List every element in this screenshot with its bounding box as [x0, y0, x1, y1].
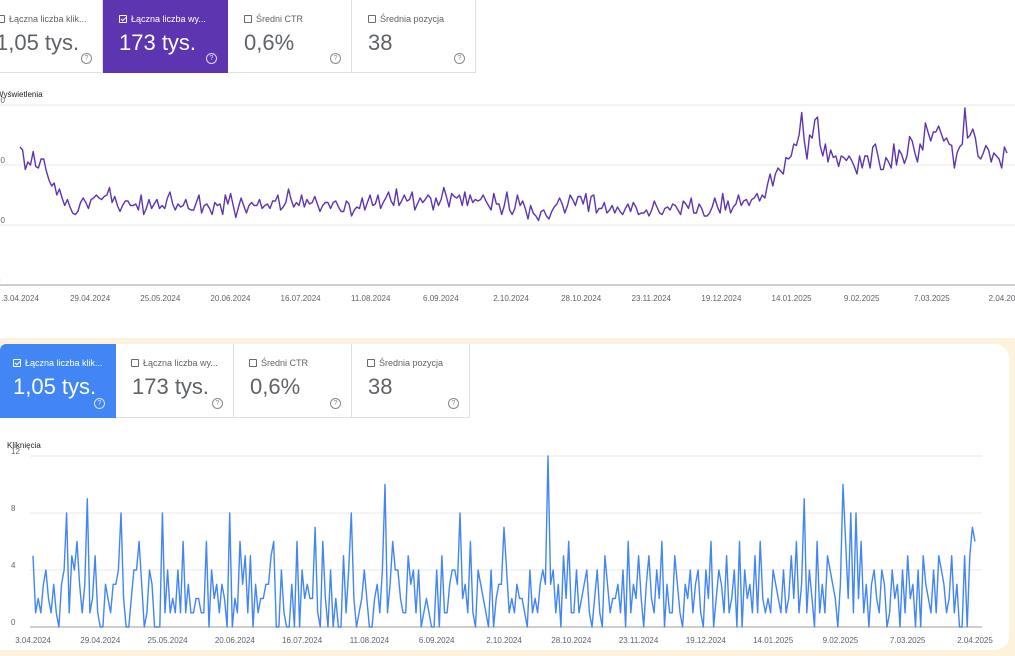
impressions-chart: Wyświetlenia0000000.3.04.202429.04.20242… — [0, 90, 1015, 303]
card-label: Łączna liczba klik... — [25, 358, 103, 368]
card-value: 173 tys. — [119, 30, 197, 55]
y-axis-label: Kliknięcia — [7, 441, 41, 450]
y-tick-label: 00 — [0, 156, 5, 165]
card-label: Średnia pozycja — [380, 14, 445, 24]
y-tick-label: 4 — [11, 561, 16, 570]
card-impressions-top[interactable]: Łączna liczba wy... 173 tys. ? — [103, 0, 228, 73]
x-tick-label: 6.09.2024 — [419, 636, 455, 645]
x-tick-label: 28.10.2024 — [561, 294, 602, 303]
x-tick-label: 25.05.2024 — [140, 294, 181, 303]
clicks-panel: Łączna liczba klik... 1,05 tys. ? Łączna… — [0, 338, 1015, 656]
card-value: 38 — [368, 30, 393, 55]
x-tick-label: 9.02.2025 — [844, 294, 880, 303]
x-tick-label: 25.05.2024 — [148, 636, 189, 645]
x-tick-label: 6.09.2024 — [423, 294, 459, 303]
card-clicks-bottom[interactable]: Łączna liczba klik... 1,05 tys. ? — [0, 344, 116, 418]
metric-cards-bottom: Łączna liczba klik... 1,05 tys. ? Łączna… — [0, 344, 470, 418]
y-tick-label: 12 — [11, 447, 20, 456]
card-value: 0,6% — [250, 374, 301, 399]
x-tick-label: 14.01.2025 — [772, 294, 813, 303]
checkbox-icon[interactable] — [0, 15, 5, 23]
x-tick-label: 3.04.2024 — [15, 636, 51, 645]
checkbox-icon[interactable] — [367, 359, 375, 367]
x-tick-label: 11.08.2024 — [351, 294, 391, 303]
impressions-panel: Łączna liczba klik... 1,05 tys. ? Łączna… — [0, 0, 1015, 318]
x-tick-label: 29.04.2024 — [80, 636, 121, 645]
x-tick-label: 9.02.2025 — [823, 636, 859, 645]
help-icon[interactable]: ? — [81, 53, 92, 64]
x-tick-label: 2.10.2024 — [486, 636, 522, 645]
metric-cards-top: Łączna liczba klik... 1,05 tys. ? Łączna… — [0, 0, 476, 73]
x-tick-label: 2.10.2024 — [493, 294, 529, 303]
help-icon[interactable]: ? — [206, 53, 217, 64]
checkbox-checked-icon[interactable] — [119, 15, 127, 23]
x-tick-label: 7.03.2025 — [914, 294, 950, 303]
card-label: Łączna liczba wy... — [131, 14, 206, 24]
y-tick-label: 00 — [0, 216, 5, 225]
checkbox-icon[interactable] — [244, 15, 252, 23]
y-tick-label: 00 — [0, 96, 5, 105]
help-icon[interactable]: ? — [454, 53, 465, 64]
x-tick-label: 16.07.2024 — [281, 294, 322, 303]
x-tick-label: 11.08.2024 — [350, 636, 390, 645]
checkbox-checked-icon[interactable] — [13, 359, 21, 367]
x-tick-label: 2.04.2025 — [957, 636, 993, 645]
x-tick-label: 19.12.2024 — [701, 294, 742, 303]
x-tick-label: 20.06.2024 — [215, 636, 256, 645]
card-ctr-bottom[interactable]: Średni CTR 0,6% ? — [234, 344, 352, 418]
help-icon[interactable]: ? — [94, 398, 105, 409]
y-tick-label: 0 — [11, 618, 16, 627]
card-position-bottom[interactable]: Średnia pozycja 38 ? — [352, 344, 470, 418]
clicks-panel-card: Łączna liczba klik... 1,05 tys. ? Łączna… — [0, 344, 1009, 650]
checkbox-icon[interactable] — [368, 15, 376, 23]
help-icon[interactable]: ? — [448, 398, 459, 409]
card-position-top[interactable]: Średnia pozycja 38 ? — [352, 0, 476, 73]
card-impressions-bottom[interactable]: Łączna liczba wy... 173 tys. ? — [116, 344, 234, 418]
card-label: Łączna liczba wy... — [143, 358, 218, 368]
x-tick-label: 2.04.20 — [989, 294, 1015, 303]
x-tick-label: 20.06.2024 — [210, 294, 251, 303]
card-value: 173 tys. — [132, 374, 210, 399]
clicks-chart: Kliknięcia 0 4 8 12 3.04.2024 29.04.2024 25.05.… — [7, 441, 993, 645]
card-value: 1,05 tys. — [0, 30, 80, 55]
x-tick-label: 29.04.2024 — [70, 294, 111, 303]
y-tick-label: 8 — [11, 504, 16, 513]
x-tick-label: 19.12.2024 — [686, 636, 727, 645]
card-value: 0,6% — [244, 30, 295, 55]
y-axis-label: Wyświetlenia — [0, 90, 43, 99]
help-icon[interactable]: ? — [212, 398, 223, 409]
card-value: 38 — [368, 374, 393, 399]
card-label: Średni CTR — [256, 14, 304, 24]
card-value: 1,05 tys. — [13, 374, 97, 399]
x-tick-label: 16.07.2024 — [282, 636, 323, 645]
series-line — [32, 455, 976, 628]
x-tick-label: 7.03.2025 — [890, 636, 926, 645]
series-line — [19, 107, 1008, 222]
x-tick-label: .3.04.2024 — [1, 294, 39, 303]
help-icon[interactable]: ? — [330, 398, 341, 409]
card-label: Łączna liczba klik... — [9, 14, 87, 24]
help-icon[interactable]: ? — [330, 53, 341, 64]
x-tick-label: 23.11.2024 — [632, 294, 672, 303]
y-tick-label: 0 — [0, 276, 1, 285]
card-label: Średni CTR — [261, 358, 309, 368]
card-clicks-top[interactable]: Łączna liczba klik... 1,05 tys. ? — [0, 0, 103, 73]
card-ctr-top[interactable]: Średni CTR 0,6% ? — [228, 0, 352, 73]
x-tick-label: 14.01.2025 — [753, 636, 794, 645]
card-label: Średnia pozycja — [379, 358, 444, 368]
x-tick-label: 28.10.2024 — [551, 636, 592, 645]
checkbox-icon[interactable] — [131, 359, 139, 367]
x-tick-label: 23.11.2024 — [619, 636, 659, 645]
checkbox-icon[interactable] — [249, 359, 257, 367]
